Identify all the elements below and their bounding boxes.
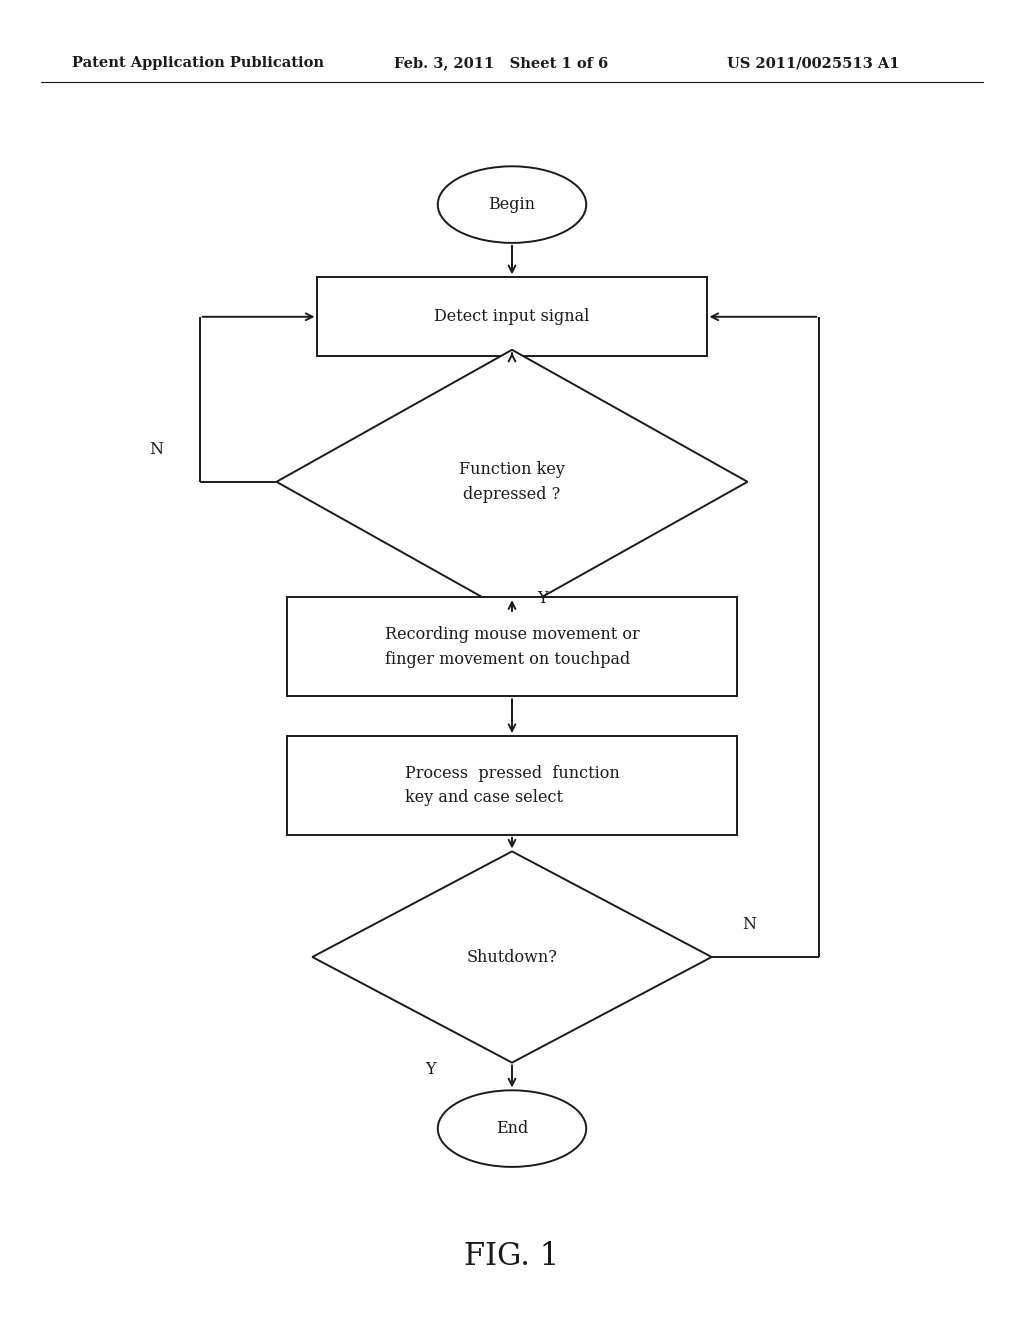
Ellipse shape xyxy=(438,1090,586,1167)
Ellipse shape xyxy=(438,166,586,243)
Text: FIG. 1: FIG. 1 xyxy=(464,1241,560,1272)
Text: Feb. 3, 2011   Sheet 1 of 6: Feb. 3, 2011 Sheet 1 of 6 xyxy=(394,57,608,70)
Text: N: N xyxy=(150,441,164,458)
Bar xyxy=(287,735,737,834)
Polygon shape xyxy=(312,851,712,1063)
Text: Process  pressed  function
key and case select: Process pressed function key and case se… xyxy=(404,764,620,807)
Text: Shutdown?: Shutdown? xyxy=(467,949,557,965)
Bar xyxy=(317,277,707,356)
Text: Y: Y xyxy=(538,590,548,607)
Text: Function key
depressed ?: Function key depressed ? xyxy=(459,461,565,503)
Text: Y: Y xyxy=(425,1061,435,1078)
Text: Patent Application Publication: Patent Application Publication xyxy=(72,57,324,70)
Text: Begin: Begin xyxy=(488,197,536,213)
Polygon shape xyxy=(276,350,748,614)
Text: End: End xyxy=(496,1121,528,1137)
Bar xyxy=(287,597,737,697)
Text: US 2011/0025513 A1: US 2011/0025513 A1 xyxy=(727,57,899,70)
Text: N: N xyxy=(742,916,757,933)
Text: Recording mouse movement or
finger movement on touchpad: Recording mouse movement or finger movem… xyxy=(385,626,639,668)
Text: Detect input signal: Detect input signal xyxy=(434,309,590,325)
